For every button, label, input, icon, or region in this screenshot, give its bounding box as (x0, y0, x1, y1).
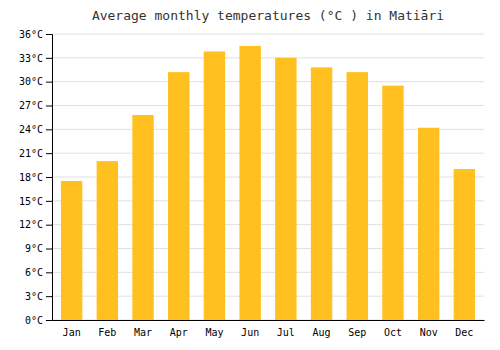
y-tick-label: 15°C (19, 196, 43, 207)
x-tick-label: Aug (313, 327, 331, 338)
x-tick-label: Oct (384, 327, 402, 338)
bar (382, 86, 403, 320)
y-tick: 18°C (19, 172, 52, 183)
y-tick-mark (46, 296, 52, 297)
x-tick-label: Feb (98, 327, 116, 338)
x-tick-label: May (205, 327, 223, 338)
y-tick-label: 6°C (25, 267, 43, 278)
bar (204, 51, 225, 320)
y-tick-label: 27°C (19, 100, 43, 111)
y-tick-mark (46, 272, 52, 273)
x-tick: Oct (384, 327, 402, 338)
x-tick: Mar (134, 327, 152, 338)
y-tick-label: 24°C (19, 124, 43, 135)
y-axis: 0°C 3°C 6°C 9°C 12°C 15°C 18°C 21°C 24°C 27°C 30°C… (19, 29, 53, 326)
x-tick: May (205, 327, 223, 338)
y-tick-mark (46, 153, 52, 154)
y-tick-mark (46, 106, 52, 107)
bar (239, 46, 260, 320)
y-tick-mark (46, 249, 52, 250)
x-tick-label: Sep (348, 327, 366, 338)
y-tick: 30°C (19, 76, 52, 87)
y-tick: 0°C (25, 315, 52, 326)
x-tick: Jan (63, 327, 81, 338)
x-tick-label: Mar (134, 327, 152, 338)
x-tick: Dec (455, 327, 473, 338)
y-tick: 36°C (19, 29, 52, 40)
x-tick-label: Jun (241, 327, 259, 338)
y-tick: 3°C (25, 291, 52, 302)
x-tick: Aug (313, 327, 331, 338)
y-tick-label: 36°C (19, 29, 43, 40)
y-tick-label: 12°C (19, 219, 43, 230)
grid (52, 34, 484, 320)
y-tick-mark (46, 177, 52, 178)
x-tick: Feb (98, 327, 116, 338)
bar (168, 72, 189, 320)
x-tick: Nov (420, 327, 438, 338)
bar (454, 169, 475, 320)
y-tick-mark (46, 58, 52, 59)
bar (61, 181, 82, 320)
y-tick-label: 3°C (25, 291, 43, 302)
y-tick-mark (46, 129, 52, 130)
x-tick-label: Jul (277, 327, 295, 338)
chart: 0°C 3°C 6°C 9°C 12°C 15°C 18°C 21°C 24°C 27°C 30°C… (0, 0, 500, 350)
bar (311, 67, 332, 320)
grid-line (52, 105, 484, 106)
bar (132, 115, 153, 320)
x-tick: Jul (277, 327, 295, 338)
y-tick: 21°C (19, 148, 52, 159)
y-tick: 15°C (19, 196, 52, 207)
y-tick-mark (46, 201, 52, 202)
y-tick-label: 30°C (19, 76, 43, 87)
bar (347, 72, 368, 320)
x-tick-label: Nov (420, 327, 438, 338)
x-tick: Apr (170, 327, 188, 338)
x-tick-label: Dec (455, 327, 473, 338)
x-tick: Jun (241, 327, 259, 338)
y-tick: 12°C (19, 219, 52, 230)
y-tick: 9°C (25, 243, 52, 254)
x-tick-label: Jan (63, 327, 81, 338)
bar (418, 128, 439, 320)
y-tick-label: 21°C (19, 148, 43, 159)
y-tick-mark (46, 82, 52, 83)
y-tick: 24°C (19, 124, 52, 135)
bar (97, 161, 118, 320)
bars (61, 46, 475, 320)
y-tick: 6°C (25, 267, 52, 278)
title: Average monthly temperatures (°C ) in Ma… (92, 8, 444, 23)
grid-line (52, 34, 484, 35)
y-tick-label: 33°C (19, 53, 43, 64)
grid-line (52, 57, 484, 58)
y-tick: 27°C (19, 100, 52, 111)
y-tick-mark (46, 34, 52, 35)
x-tick-label: Apr (170, 327, 188, 338)
y-tick-mark (46, 225, 52, 226)
x-tick: Sep (348, 327, 366, 338)
y-tick: 33°C (19, 53, 52, 64)
x-axis-line (53, 320, 485, 321)
y-axis-line (46, 35, 53, 321)
x-axis: Jan Feb Mar Apr May Jun Jul Aug Sep Oct Nov Dec (53, 321, 485, 339)
bar (275, 58, 296, 320)
plot: 0°C 3°C 6°C 9°C 12°C 15°C 18°C 21°C 24°C 27°C 30°C… (19, 29, 485, 338)
y-tick-label: 9°C (25, 243, 43, 254)
grid-line (52, 81, 484, 82)
y-tick-mark (46, 320, 52, 321)
y-tick-label: 18°C (19, 172, 43, 183)
y-tick-label: 0°C (25, 315, 43, 326)
